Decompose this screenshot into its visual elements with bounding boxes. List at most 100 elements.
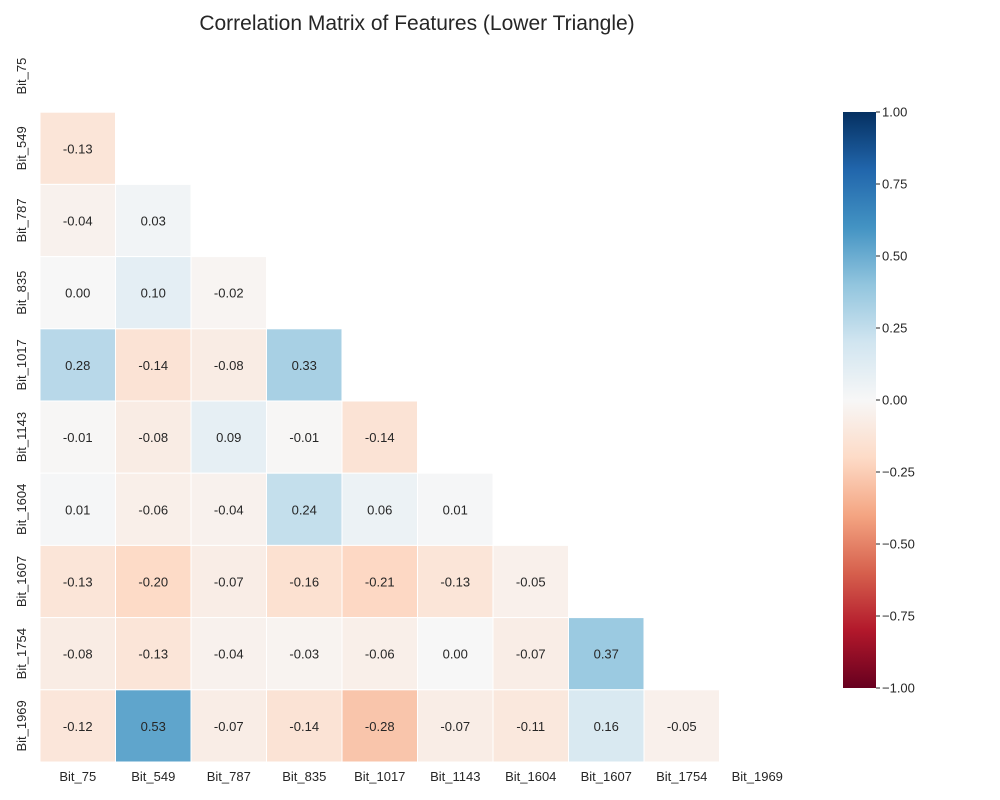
heatmap-cell-Bit_1969-Bit_835	[266, 689, 343, 763]
heatmap-cell-Bit_1143-Bit_787	[190, 400, 267, 474]
cell-value-label: -0.14	[289, 719, 319, 734]
cell-value-label: 0.03	[141, 214, 166, 229]
cell-value-label: -0.08	[63, 647, 93, 662]
heatmap-cell-Bit_1969-Bit_1017	[341, 689, 418, 763]
cell-value-label: 0.53	[141, 719, 166, 734]
y-tick-label: Bit_1754	[14, 628, 29, 679]
colorbar-tick-label: −1.00	[882, 681, 915, 696]
x-tick-label: Bit_1017	[354, 769, 405, 784]
cell-value-label: -0.03	[289, 647, 319, 662]
heatmap-cell-Bit_1969-Bit_75	[39, 689, 116, 763]
cell-value-label: 0.28	[65, 358, 90, 373]
x-tick-label: Bit_549	[131, 769, 175, 784]
cell-value-label: -0.05	[516, 575, 546, 590]
cell-value-label: 0.10	[141, 286, 166, 301]
heatmap-cell-Bit_1754-Bit_1607	[568, 617, 645, 691]
heatmap-cells: -0.13 -0.04 0.03 0.00 0.10 -0.02 0.28 -0.14 -0.0…	[39, 111, 720, 763]
cell-value-label: -0.06	[138, 502, 168, 517]
heatmap-cell-Bit_1017-Bit_835	[266, 328, 343, 402]
cell-value-label: -0.07	[440, 719, 470, 734]
colorbar-tick-label: 0.00	[882, 393, 907, 408]
cell-value-label: -0.04	[214, 502, 244, 517]
heatmap-cell-Bit_1607-Bit_835	[266, 544, 343, 619]
x-tick-label: Bit_1754	[656, 769, 707, 784]
heatmap-cell-Bit_787-Bit_549	[115, 183, 192, 258]
heatmap-cell-Bit_1604-Bit_787	[190, 472, 267, 546]
cell-value-label: -0.11	[516, 719, 545, 734]
heatmap-cell-Bit_1754-Bit_75	[39, 617, 116, 691]
heatmap-cell-Bit_549-Bit_75	[39, 111, 116, 185]
cell-value-label: -0.07	[516, 647, 546, 662]
heatmap-cell-Bit_1754-Bit_787	[190, 617, 267, 691]
cell-value-label: 0.09	[216, 430, 241, 445]
heatmap-cell-Bit_1143-Bit_835	[266, 400, 343, 474]
cell-value-label: -0.20	[138, 575, 168, 590]
cell-value-label: 0.00	[65, 286, 90, 301]
cell-value-label: -0.07	[214, 575, 244, 590]
colorbar-tick-label: 0.50	[882, 249, 907, 264]
y-tick-label: Bit_1969	[14, 700, 29, 751]
colorbar: 1.00 0.75 0.50 0.25 0.00 −0.25 −0.50 −0.75 −1.00	[843, 105, 915, 696]
cell-value-label: -0.13	[63, 575, 93, 590]
x-tick-label: Bit_75	[59, 769, 96, 784]
y-tick-label: Bit_1607	[14, 556, 29, 607]
colorbar-gradient	[843, 112, 876, 688]
heatmap-cell-Bit_1969-Bit_1604	[492, 689, 569, 763]
cell-value-label: -0.28	[365, 719, 395, 734]
x-tick-label: Bit_1607	[581, 769, 632, 784]
heatmap-cell-Bit_1604-Bit_1017	[341, 472, 418, 546]
heatmap-cell-Bit_1607-Bit_75	[39, 544, 116, 619]
heatmap-cell-Bit_1607-Bit_1604	[492, 544, 569, 619]
heatmap-cell-Bit_835-Bit_787	[190, 256, 267, 330]
colorbar-tick-label: 0.25	[882, 321, 907, 336]
cell-value-label: -0.12	[63, 719, 93, 734]
heatmap-cell-Bit_1754-Bit_1604	[492, 617, 569, 691]
cell-value-label: -0.13	[63, 141, 93, 156]
x-tick-labels: Bit_75 Bit_549 Bit_787 Bit_835 Bit_1017 Bit_1…	[59, 769, 783, 784]
cell-value-label: -0.04	[214, 647, 244, 662]
heatmap-cell-Bit_1604-Bit_549	[115, 472, 192, 546]
cell-value-label: 0.00	[443, 647, 468, 662]
y-tick-label: Bit_549	[14, 126, 29, 170]
heatmap-cell-Bit_835-Bit_75	[39, 256, 116, 330]
colorbar-tick-label: −0.50	[882, 537, 915, 552]
heatmap-cell-Bit_835-Bit_549	[115, 256, 192, 330]
cell-value-label: 0.16	[594, 719, 619, 734]
y-tick-label: Bit_75	[14, 58, 29, 95]
cell-value-label: -0.13	[138, 647, 168, 662]
y-tick-label: Bit_835	[14, 271, 29, 315]
cell-value-label: 0.33	[292, 358, 317, 373]
heatmap-cell-Bit_1143-Bit_1017	[341, 400, 418, 474]
heatmap-cell-Bit_1969-Bit_549	[115, 689, 192, 763]
cell-value-label: -0.01	[289, 430, 319, 445]
cell-value-label: -0.08	[214, 358, 244, 373]
colorbar-tick-label: 1.00	[882, 105, 907, 120]
heatmap-cell-Bit_787-Bit_75	[39, 183, 116, 258]
y-tick-label: Bit_1604	[14, 484, 29, 535]
cell-value-label: 0.01	[65, 502, 90, 517]
cell-value-label: -0.16	[289, 575, 319, 590]
y-tick-label: Bit_1017	[14, 339, 29, 390]
heatmap-cell-Bit_1604-Bit_1143	[417, 472, 494, 546]
cell-value-label: -0.08	[138, 430, 168, 445]
x-tick-label: Bit_835	[282, 769, 326, 784]
y-tick-label: Bit_787	[14, 198, 29, 242]
heatmap-cell-Bit_1607-Bit_1143	[417, 544, 494, 619]
x-tick-label: Bit_1143	[430, 769, 480, 784]
cell-value-label: -0.05	[667, 719, 697, 734]
heatmap-cell-Bit_1017-Bit_549	[115, 328, 192, 402]
heatmap-cell-Bit_1969-Bit_1143	[417, 689, 494, 763]
cell-value-label: -0.13	[440, 575, 470, 590]
cell-value-label: 0.01	[443, 502, 468, 517]
cell-value-label: -0.14	[138, 358, 168, 373]
x-tick-label: Bit_787	[207, 769, 251, 784]
cell-value-label: -0.07	[214, 719, 244, 734]
cell-value-label: -0.01	[63, 430, 93, 445]
y-tick-label: Bit_1143	[14, 412, 29, 462]
x-tick-label: Bit_1969	[732, 769, 783, 784]
heatmap-cell-Bit_1607-Bit_549	[115, 544, 192, 619]
colorbar-tick-label: 0.75	[882, 177, 907, 192]
y-tick-labels: Bit_75 Bit_549 Bit_787 Bit_835 Bit_1017 Bit_1…	[14, 58, 29, 752]
cell-value-label: 0.24	[292, 502, 317, 517]
chart-title: Correlation Matrix of Features (Lower Tr…	[199, 12, 634, 35]
